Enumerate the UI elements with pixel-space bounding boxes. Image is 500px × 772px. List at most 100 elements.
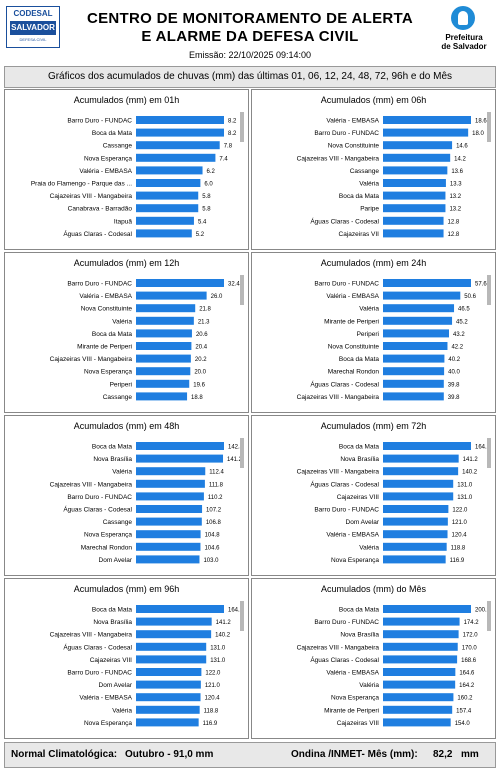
value-label: 111.8 [209,482,224,488]
bar [383,492,454,501]
category-label: Cassange [103,143,133,150]
bar [136,379,190,388]
scrollbar-thumb[interactable] [240,275,244,305]
bar [136,517,202,526]
value-label: 164.2 [475,445,491,451]
category-label: Mirante de Periperi [77,344,132,351]
chart-title: Acumulados (mm) em 06h [321,95,427,105]
category-label: Canabrava - Barradão [68,206,133,213]
value-label: 140.2 [462,470,478,476]
scrollbar-thumb[interactable] [240,112,244,142]
value-label: 13.2 [449,207,461,213]
category-label: Boca da Mata [339,607,379,614]
value-label: 57.6 [475,282,487,288]
category-label: Boca da Mata [92,331,132,338]
category-label: Valéria - EMBASA [326,293,379,300]
value-label: 18.8 [191,395,203,401]
category-label: Nova Esperança [84,720,132,727]
bar [136,216,194,225]
page-title-line2: E ALARME DA DEFESA CIVIL [141,28,359,45]
bar [383,693,454,702]
value-label: 7.4 [219,156,228,162]
value-label: 5.8 [202,194,211,200]
value-label: 8.2 [228,131,237,137]
bar [136,467,206,476]
value-label: 20.6 [196,332,208,338]
category-label: Praia do Flamengo - Parque das ... [31,181,132,188]
category-label: Cajazeiras VIII [90,657,132,664]
chart-svg: Acumulados (mm) em 12h Barro Duro - FUNDA… [50,258,244,401]
bar [383,204,446,213]
scrollbar-thumb[interactable] [487,438,491,468]
bar [136,329,192,338]
category-label: Cajazeiras VII [339,231,380,238]
value-label: 21.3 [198,319,210,325]
scrollbar-thumb[interactable] [487,601,491,631]
value-label: 141.2 [227,457,243,463]
chart-panel: Acumulados (mm) em 72h Boca da Mata 164.2 N… [251,415,496,576]
bar [383,655,458,664]
chart-panel: Acumulados (mm) em 96h Boca da Mata 164.2 N… [4,578,249,739]
category-label: Cajazeiras VIII - Mangabeira [50,481,133,488]
bar [136,166,203,175]
bar [383,304,455,313]
category-label: Valéria [112,469,132,476]
value-label: 164.6 [459,671,475,677]
category-label: Valéria - EMBASA [79,293,132,300]
chart-panel: Acumulados (mm) em 01h Barro Duro - FUNDA… [4,89,249,250]
category-label: Águas Claras - Codesal [63,642,132,651]
value-label: 157.4 [456,708,472,714]
bar [136,617,212,626]
category-label: Boca da Mata [339,444,379,451]
bar [136,454,224,463]
value-label: 200.2 [475,608,491,614]
category-label: Cajazeiras VIII - Mangabeira [50,632,133,639]
bar [136,605,224,613]
value-label: 6.0 [204,182,213,188]
bar [136,555,200,564]
bar [136,542,201,551]
value-label: 141.2 [463,457,479,463]
category-label: Cajazeiras VIII - Mangabeira [297,469,380,476]
chart-svg: Acumulados (mm) em 06h Valéria - EMBASA 18… [297,95,491,238]
value-label: 8.2 [228,119,237,125]
bar [383,367,445,376]
bar [136,342,192,350]
scrollbar-thumb[interactable] [240,601,244,631]
value-label: 18.0 [472,131,484,137]
bar [383,128,469,137]
category-label: Boca da Mata [92,607,132,614]
bar [136,367,191,376]
prefeitura-emblem-icon [451,6,475,30]
ondina-label: Ondina /INMET- Mês (mm): [291,749,418,760]
category-label: Cajazeiras VIII - Mangabeira [50,356,133,363]
value-label: 118.8 [204,708,219,714]
bar [136,153,216,162]
value-label: 12.8 [448,219,460,225]
bar [136,668,202,676]
value-label: 45.2 [456,319,468,325]
subtitle-banner: Gráficos dos acumulados de chuvas (mm) d… [4,66,496,88]
bar [383,392,444,401]
value-label: 116.9 [450,558,465,564]
bar [383,291,461,300]
value-label: 5.4 [198,219,207,225]
value-label: 6.2 [207,169,216,175]
value-label: 40.2 [448,357,460,363]
scrollbar-thumb[interactable] [487,275,491,305]
bar [136,191,199,200]
bar [136,279,224,287]
category-label: Valéria - EMBASA [326,670,379,677]
value-label: 164.2 [228,608,244,614]
category-label: Marechal Rondon [81,544,133,551]
category-label: Boca da Mata [92,444,132,451]
bar [383,630,459,639]
value-label: 131.0 [210,658,226,664]
category-label: Nova Esperança [84,532,132,539]
bar [136,316,194,325]
value-label: 13.2 [449,194,461,200]
scrollbar-thumb[interactable] [487,112,491,142]
scrollbar-thumb[interactable] [240,438,244,468]
category-label: Nova Esperança [84,369,132,376]
header: CODESAL SALVADOR DEFESA CIVIL CENTRO DE … [0,0,500,62]
